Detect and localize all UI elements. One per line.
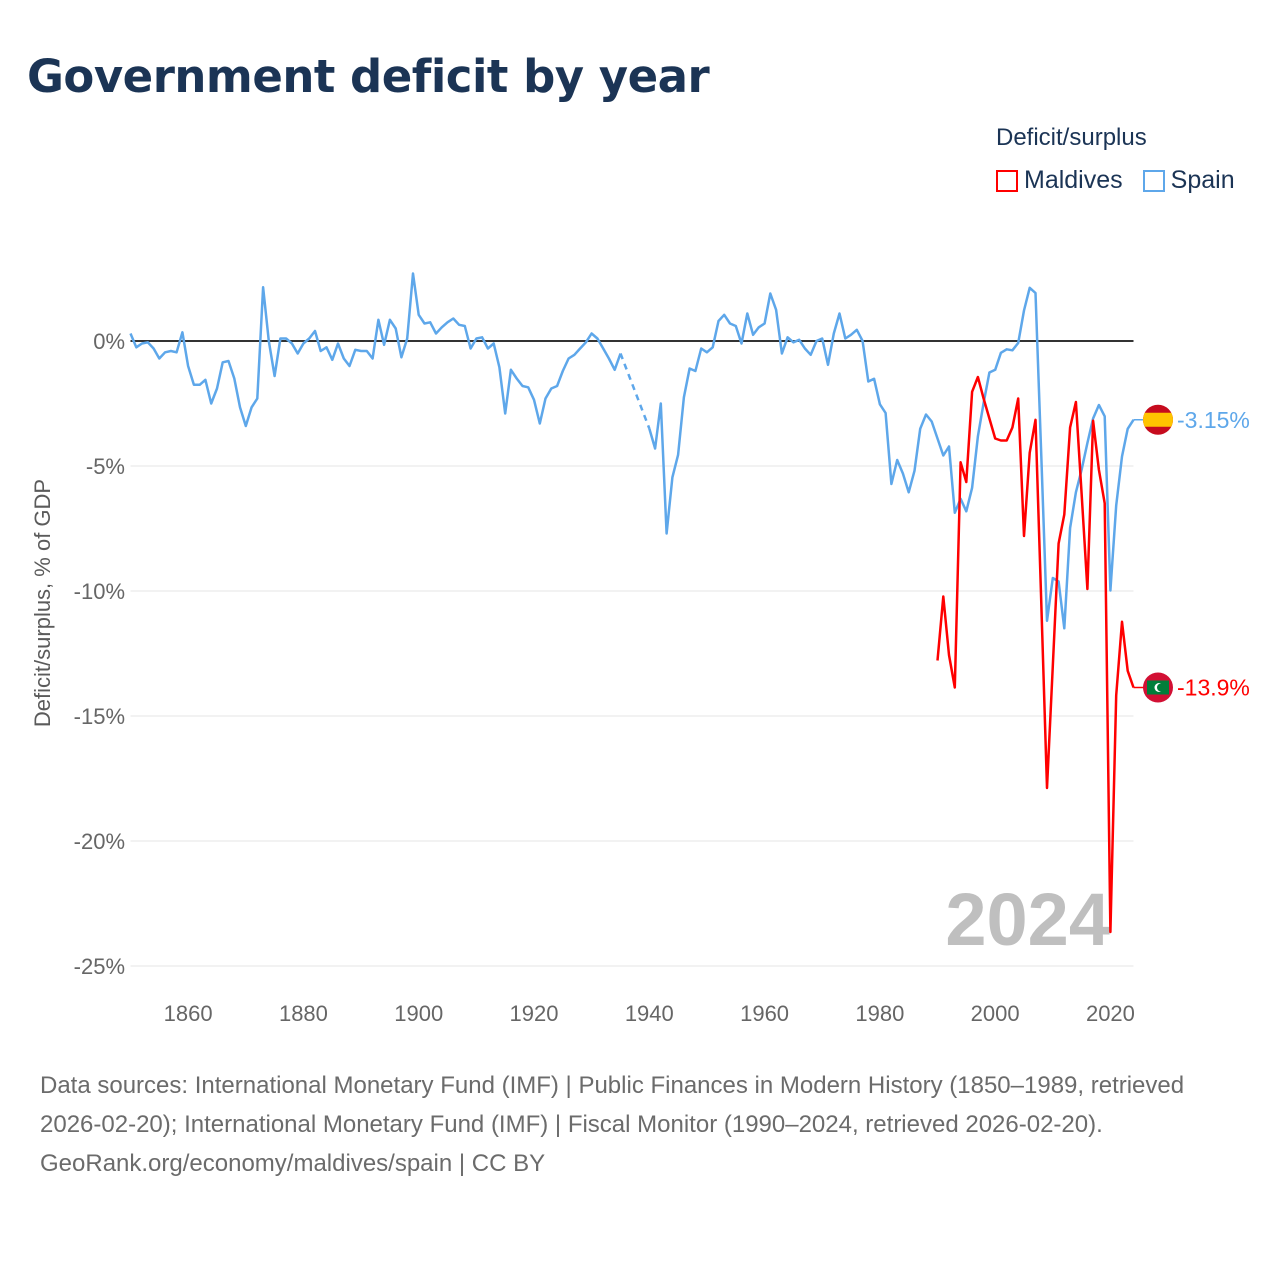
x-tick-label: 1980	[855, 1001, 904, 1026]
maldives-flag-icon	[1143, 672, 1173, 703]
legend-swatch-spain	[1142, 169, 1165, 192]
credit-link[interactable]: GeoRank.org/economy/maldives/spain | CC …	[40, 1150, 546, 1177]
x-tick-label: 1960	[740, 1001, 789, 1026]
y-tick-label: -5%	[86, 454, 125, 479]
legend: Maldives Spain	[996, 166, 1255, 195]
y-tick-label: -20%	[74, 829, 125, 854]
spain-end-label: -3.15%	[1177, 407, 1250, 433]
y-tick-label: -10%	[74, 579, 125, 604]
y-tick-label: 0%	[93, 329, 125, 354]
chart: 0% -5% -10% -15% -20% -25% 1860 1880 1900 1920 194…	[30, 272, 1250, 1026]
legend-item-spain[interactable]: Spain	[1142, 166, 1235, 195]
x-tick-label: 2020	[1086, 1001, 1135, 1026]
footer: Data sources: International Monetary Fun…	[40, 1066, 1250, 1183]
x-tick-label: 1920	[510, 1001, 559, 1026]
x-tick-label: 1880	[279, 1001, 328, 1026]
y-tick-label: -25%	[74, 954, 125, 979]
x-tick-label: 1900	[394, 1001, 443, 1026]
legend-title: Deficit/surplus	[996, 124, 1147, 151]
maldives-end-label: -13.9%	[1177, 675, 1250, 701]
flag-crescent-cut	[1157, 683, 1165, 692]
legend-swatch-maldives	[996, 169, 1018, 192]
x-tick-label: 1940	[625, 1001, 674, 1026]
maldives-line	[936, 375, 1135, 934]
y-tick-label: -15%	[74, 704, 125, 729]
legend-label-maldives: Maldives	[1024, 166, 1123, 194]
x-tick-label: 1860	[164, 1001, 213, 1026]
data-sources: Data sources: International Monetary Fun…	[40, 1072, 1185, 1138]
y-axis-title: Deficit/surplus, % of GDP	[30, 479, 55, 727]
spain-flag-icon	[1143, 404, 1173, 435]
spain-line	[129, 272, 622, 428]
current-year-label: 2024	[945, 878, 1110, 961]
spain-gap-line	[619, 353, 651, 429]
legend-label-spain: Spain	[1170, 166, 1235, 194]
legend-item-maldives[interactable]: Maldives	[996, 166, 1123, 195]
spain-line	[648, 286, 1135, 630]
x-tick-label: 2000	[971, 1001, 1020, 1026]
page-title: Government deficit by year	[27, 50, 710, 103]
flag-yellow	[1143, 412, 1173, 427]
